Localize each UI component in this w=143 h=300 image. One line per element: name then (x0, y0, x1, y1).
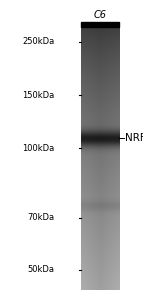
Bar (81, 22, 119, 27)
Text: NRF2: NRF2 (125, 133, 143, 143)
Text: 50kDa: 50kDa (27, 266, 54, 274)
Text: 150kDa: 150kDa (22, 91, 54, 100)
Text: 70kDa: 70kDa (27, 214, 54, 223)
Text: C6: C6 (94, 10, 107, 20)
Text: 250kDa: 250kDa (22, 38, 54, 46)
Text: 100kDa: 100kDa (22, 143, 54, 152)
